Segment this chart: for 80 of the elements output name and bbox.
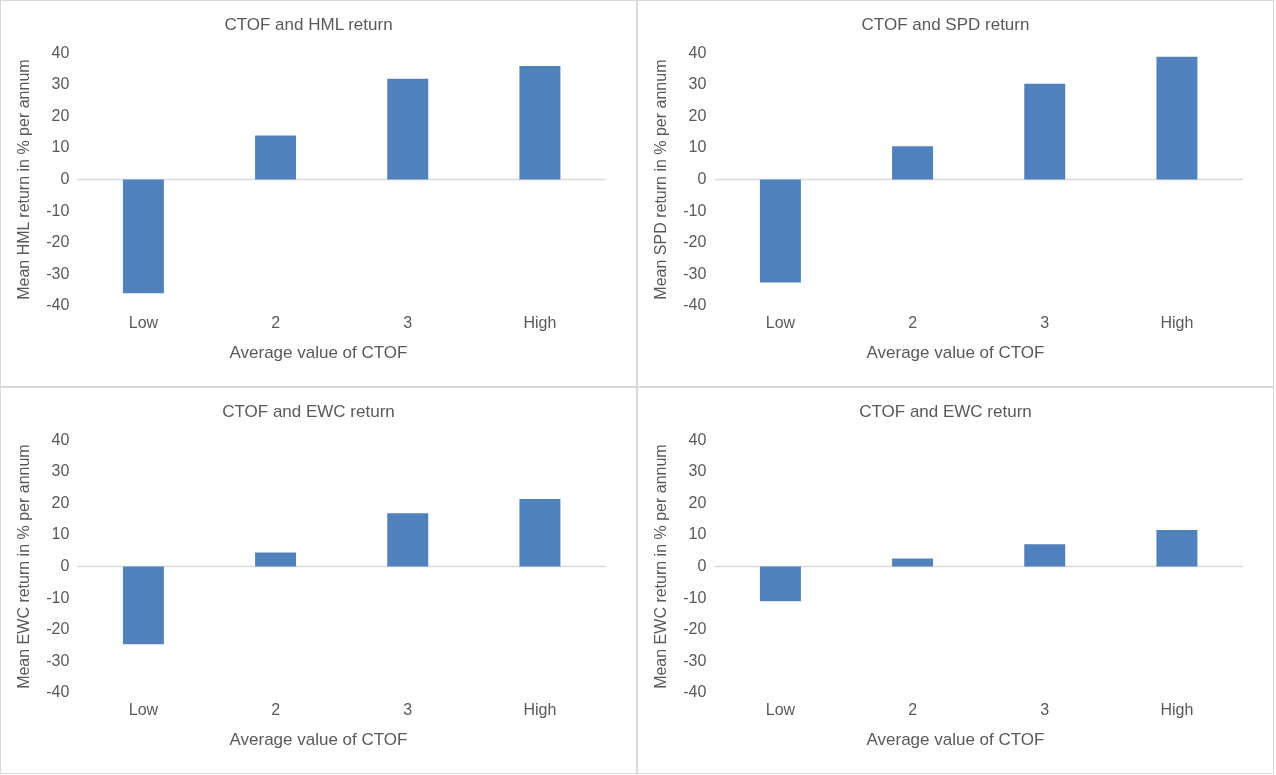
y-axis-title: Mean HML return in % per annum	[15, 59, 33, 300]
x-tick-label: 3	[1040, 700, 1050, 718]
y-tick-label: -10	[46, 201, 70, 219]
bar	[122, 566, 164, 645]
x-tick-label: 2	[271, 700, 281, 718]
x-tick-label: Low	[765, 700, 796, 718]
bar	[255, 135, 297, 180]
y-tick-label: -20	[46, 620, 70, 638]
y-tick-label: -20	[46, 233, 70, 251]
bar	[1024, 83, 1066, 180]
x-tick-label: 2	[271, 313, 281, 331]
y-tick-label: -40	[46, 683, 70, 701]
x-tick-label: High	[523, 313, 557, 331]
x-axis-title: Average value of CTOF	[228, 730, 409, 750]
y-tick-label: -40	[683, 296, 707, 314]
y-tick-label: 30	[51, 462, 70, 480]
x-tick-label: High	[1160, 313, 1194, 331]
y-tick-label: 0	[60, 557, 70, 575]
bar	[122, 179, 164, 294]
y-tick-label: -10	[683, 588, 707, 606]
x-tick-label: 3	[403, 700, 413, 718]
x-axis-title: Average value of CTOF	[865, 730, 1046, 750]
bar	[759, 566, 801, 602]
bar	[1156, 530, 1198, 567]
y-tick-label: -30	[683, 651, 707, 669]
y-tick-label: 10	[51, 138, 70, 156]
y-tick-label: 40	[688, 43, 707, 61]
bar	[1156, 56, 1198, 180]
y-tick-label: -10	[46, 588, 70, 606]
bar	[387, 78, 429, 180]
x-tick-label: 2	[908, 700, 918, 718]
y-tick-label: 0	[697, 170, 707, 188]
chart-title: CTOF and SPD return	[861, 14, 1030, 34]
x-tick-label: 3	[1040, 313, 1050, 331]
x-axis-title: Average value of CTOF	[865, 343, 1046, 363]
x-tick-label: High	[523, 700, 557, 718]
chart-title: CTOF and EWC return	[859, 401, 1032, 421]
x-tick-label: High	[1160, 700, 1194, 718]
bar	[519, 499, 561, 567]
y-tick-label: -30	[46, 651, 70, 669]
y-tick-label: -40	[46, 296, 70, 314]
bar	[255, 552, 297, 567]
y-tick-label: 10	[51, 525, 70, 543]
y-axis-title: Mean SPD return in % per annum	[652, 59, 670, 300]
y-tick-label: -30	[46, 264, 70, 282]
chart-title: CTOF and HML return	[224, 14, 393, 34]
y-tick-label: 10	[688, 525, 707, 543]
y-tick-label: 40	[688, 430, 707, 448]
y-tick-label: 20	[688, 106, 707, 124]
y-tick-label: 20	[51, 106, 70, 124]
bar	[519, 66, 561, 180]
y-tick-label: -40	[683, 683, 707, 701]
y-axis-title: Mean EWC return in % per annum	[15, 444, 33, 689]
x-tick-label: 3	[403, 313, 413, 331]
x-tick-label: Low	[765, 313, 796, 331]
y-tick-label: 40	[51, 430, 70, 448]
y-tick-label: 0	[60, 170, 70, 188]
y-tick-label: -20	[683, 620, 707, 638]
bar	[759, 179, 801, 283]
x-tick-label: 2	[908, 313, 918, 331]
y-tick-label: 40	[51, 43, 70, 61]
bar	[387, 513, 429, 567]
y-tick-label: -20	[683, 233, 707, 251]
y-tick-label: 10	[688, 138, 707, 156]
y-tick-label: 30	[688, 462, 707, 480]
x-tick-label: Low	[128, 700, 159, 718]
y-tick-label: 30	[51, 75, 70, 93]
bar	[892, 146, 934, 180]
y-tick-label: 0	[697, 557, 707, 575]
y-axis-title: Mean EWC return in % per annum	[652, 444, 670, 689]
x-axis-title: Average value of CTOF	[228, 343, 409, 363]
chart-title: CTOF and EWC return	[222, 401, 395, 421]
x-tick-label: Low	[128, 313, 159, 331]
y-tick-label: 30	[688, 75, 707, 93]
bar	[1024, 544, 1066, 567]
bar	[892, 558, 934, 567]
y-tick-label: -30	[683, 264, 707, 282]
y-tick-label: 20	[51, 493, 70, 511]
y-tick-label: 20	[688, 493, 707, 511]
y-tick-label: -10	[683, 201, 707, 219]
